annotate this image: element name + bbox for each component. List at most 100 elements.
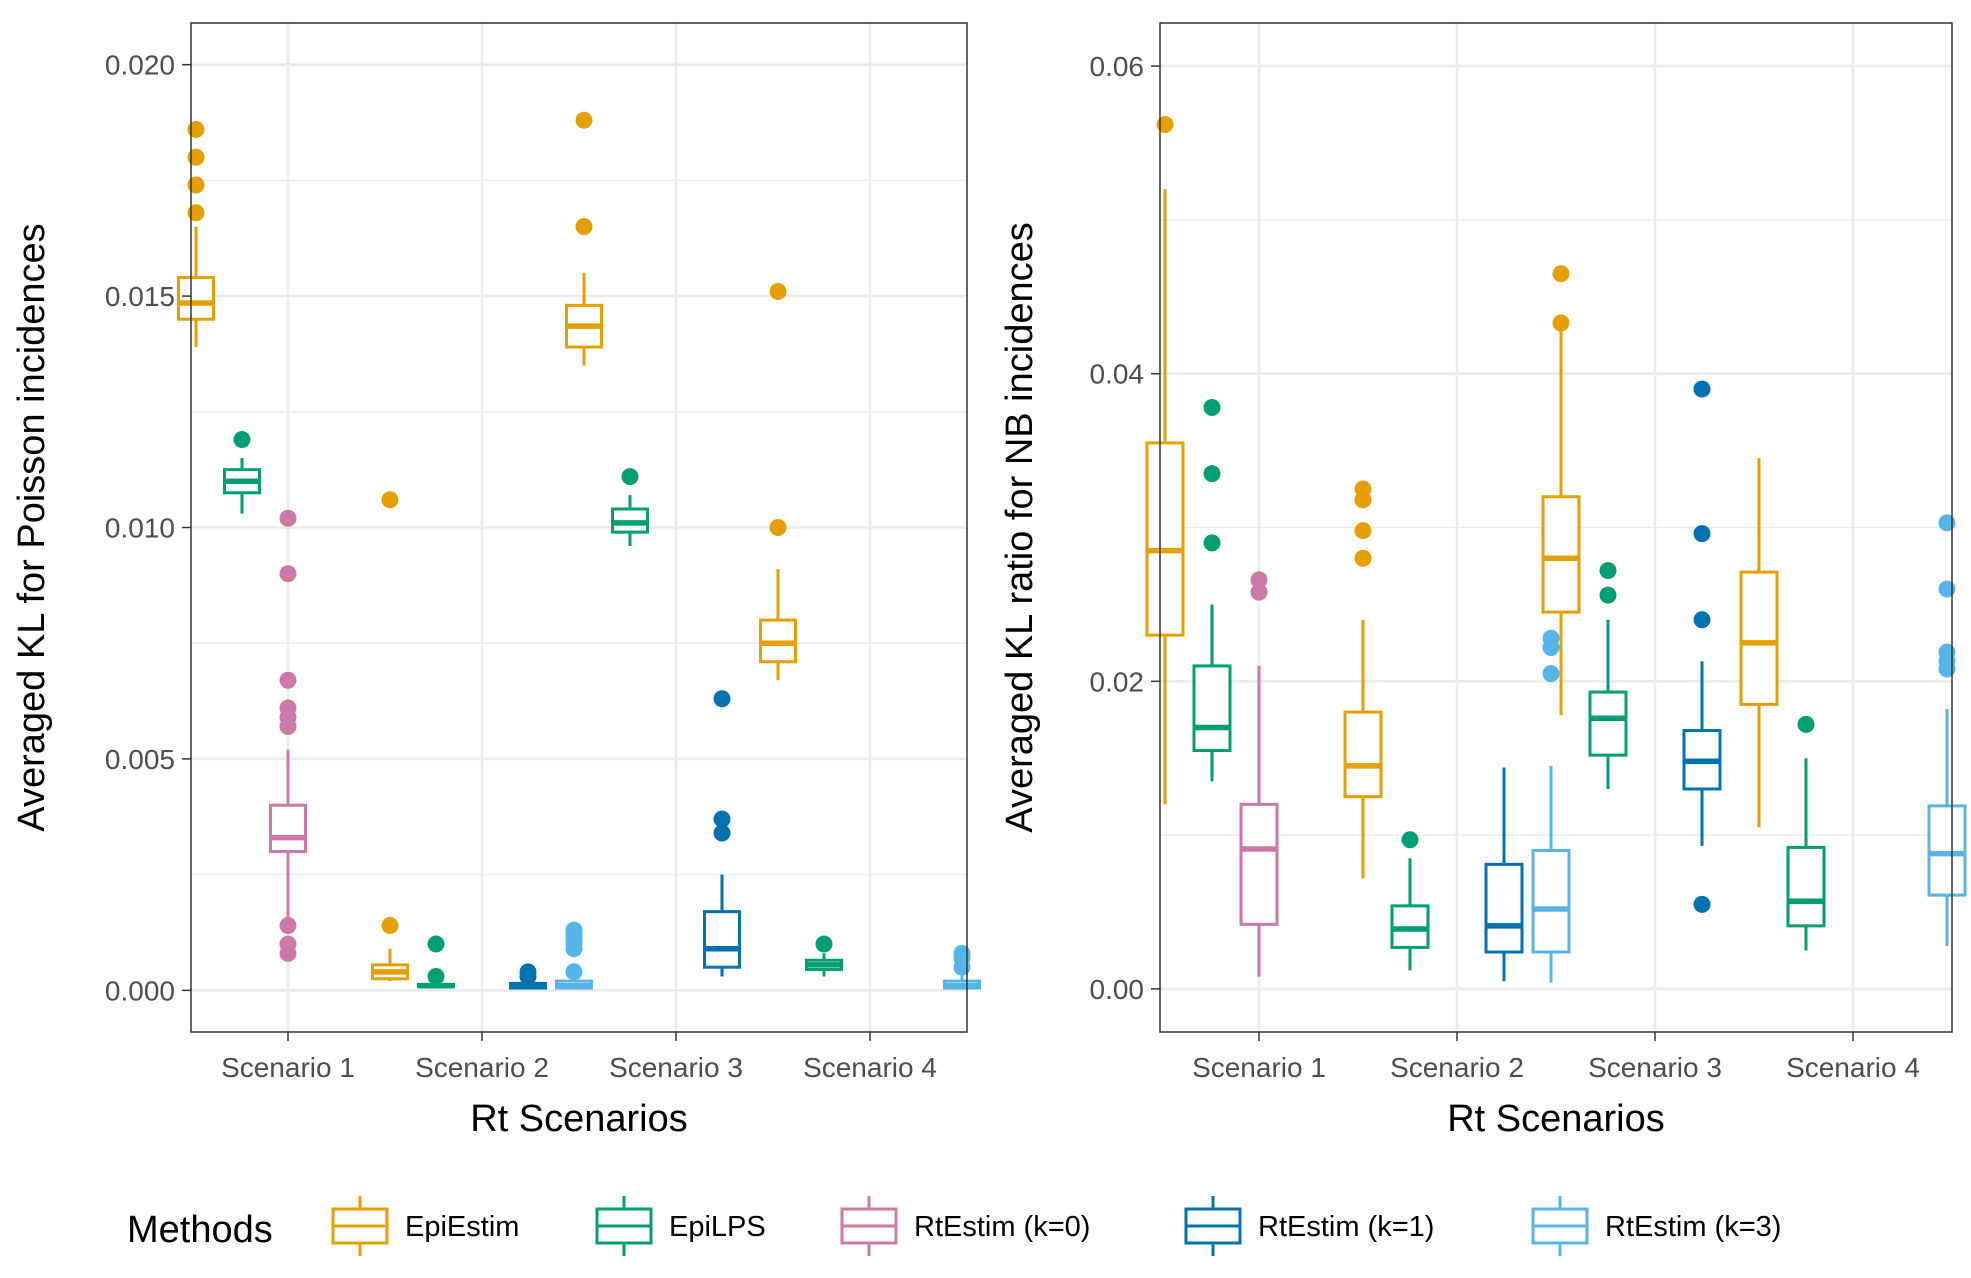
y-axis-title: Averaged KL ratio for NB incidences bbox=[999, 222, 1041, 832]
box-body bbox=[1541, 495, 1581, 614]
outlier-point bbox=[1552, 314, 1570, 332]
y-tick-label: 0.015 bbox=[105, 281, 175, 312]
outlier-point bbox=[1693, 380, 1711, 398]
box-epiestim-scenario-2 bbox=[1343, 480, 1383, 879]
outlier-point bbox=[1354, 549, 1372, 567]
box-body bbox=[1786, 845, 1826, 928]
outlier-point bbox=[1938, 514, 1956, 532]
outlier-point bbox=[1797, 715, 1815, 733]
outlier-point bbox=[1354, 522, 1372, 540]
legend-label: EpiLPS bbox=[669, 1211, 766, 1243]
legend-label: RtEstim (k=1) bbox=[1258, 1211, 1434, 1243]
box-body bbox=[269, 803, 307, 853]
outlier-point bbox=[1401, 831, 1419, 849]
box-body bbox=[1484, 862, 1524, 954]
box-rtestim-k-0-scenario-1 bbox=[269, 509, 307, 962]
outlier-point bbox=[279, 917, 297, 935]
x-axis-title: Rt Scenarios bbox=[1447, 1098, 1665, 1140]
outlier-point bbox=[1250, 571, 1268, 589]
box-rtestim-k-1-scenario-3 bbox=[1682, 380, 1722, 913]
outlier-point bbox=[1542, 665, 1560, 683]
box-body bbox=[1192, 664, 1232, 753]
outlier-point bbox=[381, 917, 399, 935]
outlier-point bbox=[1552, 265, 1570, 283]
outlier-point bbox=[381, 491, 399, 509]
y-tick-label: 0.02 bbox=[1090, 666, 1145, 697]
outlier-point bbox=[713, 690, 731, 708]
box-epilps-scenario-4 bbox=[805, 935, 843, 977]
panel-border bbox=[1159, 22, 1953, 1033]
box-body bbox=[1343, 710, 1383, 799]
legend-label: EpiEstim bbox=[405, 1211, 519, 1243]
outlier-point bbox=[575, 111, 593, 129]
legend-item-epilps: EpiLPS bbox=[595, 1196, 766, 1256]
legend-label: RtEstim (k=0) bbox=[914, 1211, 1090, 1243]
outlier-point bbox=[279, 671, 297, 689]
outlier-point bbox=[519, 963, 537, 981]
grid bbox=[1160, 23, 1952, 1032]
box-body bbox=[1239, 802, 1279, 926]
outlier-point bbox=[815, 935, 833, 953]
legend: Methods EpiEstim EpiLPS RtEstim (k=0) RtEsti… bbox=[127, 1196, 1781, 1256]
outlier-point bbox=[279, 509, 297, 527]
box-epilps-scenario-3 bbox=[611, 468, 649, 547]
legend-item-rtestim-k-0: RtEstim (k=0) bbox=[840, 1196, 1090, 1256]
outlier-point bbox=[279, 718, 297, 736]
y-axis-title: Averaged KL for Poisson incidences bbox=[11, 223, 53, 831]
outlier-point bbox=[1599, 586, 1617, 604]
box-epilps-scenario-2 bbox=[417, 935, 455, 989]
box-epilps-scenario-1 bbox=[1192, 399, 1232, 782]
x-tick-label: Scenario 1 bbox=[1192, 1052, 1326, 1083]
y-tick-label: 0.00 bbox=[1090, 974, 1145, 1005]
outlier-point bbox=[1938, 660, 1956, 678]
outlier-point bbox=[1250, 583, 1268, 601]
x-axis: Scenario 1 Scenario 2 Scenario 3 Scenario 4 bbox=[1192, 1032, 1920, 1083]
y-tick-label: 0.020 bbox=[105, 50, 175, 81]
box-body bbox=[1927, 804, 1967, 897]
box-epilps-scenario-3 bbox=[1588, 562, 1628, 789]
outlier-point bbox=[1599, 562, 1617, 580]
x-tick-label: Scenario 4 bbox=[803, 1052, 937, 1083]
y-tick-label: 0.005 bbox=[105, 744, 175, 775]
box-rtestim-k-3-scenario-4 bbox=[1927, 514, 1967, 946]
legend-item-rtestim-k-1: RtEstim (k=1) bbox=[1184, 1196, 1434, 1256]
x-tick-label: Scenario 3 bbox=[1588, 1052, 1722, 1083]
outlier-point bbox=[1203, 465, 1221, 483]
box-epilps-scenario-1 bbox=[223, 431, 261, 514]
x-tick-label: Scenario 2 bbox=[415, 1052, 549, 1083]
y-axis: 0.000 0.005 0.010 0.015 0.020 bbox=[105, 50, 191, 1006]
box-rtestim-k-0-scenario-1 bbox=[1239, 571, 1279, 977]
box-body bbox=[1531, 849, 1571, 954]
outlier-point bbox=[279, 565, 297, 583]
outlier-point bbox=[565, 940, 583, 958]
outlier-point bbox=[1203, 534, 1221, 552]
data-marks bbox=[1145, 116, 1967, 983]
legend-item-epiestim: EpiEstim bbox=[331, 1196, 519, 1256]
box-epiestim-scenario-1 bbox=[1145, 116, 1185, 805]
box-rtestim-k-3-scenario-2 bbox=[1531, 629, 1571, 983]
y-tick-label: 0.06 bbox=[1090, 51, 1145, 82]
outlier-point bbox=[1203, 399, 1221, 417]
x-tick-label: Scenario 4 bbox=[1786, 1052, 1920, 1083]
outlier-point bbox=[621, 468, 639, 486]
box-body bbox=[177, 276, 215, 321]
box-epiestim-scenario-4 bbox=[759, 282, 797, 681]
box-epilps-scenario-2 bbox=[1390, 831, 1430, 971]
outlier-point bbox=[1354, 491, 1372, 509]
outlier-point bbox=[1693, 611, 1711, 629]
x-tick-label: Scenario 2 bbox=[1390, 1052, 1524, 1083]
outlier-point bbox=[1693, 525, 1711, 543]
box-epilps-scenario-4 bbox=[1786, 715, 1826, 951]
outlier-point bbox=[187, 204, 205, 222]
y-tick-label: 0.000 bbox=[105, 975, 175, 1006]
box-rtestim-k-1-scenario-2 bbox=[1484, 767, 1524, 982]
box-epiestim-scenario-3 bbox=[565, 111, 603, 366]
legend-label: RtEstim (k=3) bbox=[1605, 1211, 1781, 1243]
legend-item-rtestim-k-3: RtEstim (k=3) bbox=[1531, 1196, 1781, 1256]
outlier-point bbox=[279, 944, 297, 962]
outlier-point bbox=[427, 967, 445, 985]
outlier-point bbox=[713, 824, 731, 842]
